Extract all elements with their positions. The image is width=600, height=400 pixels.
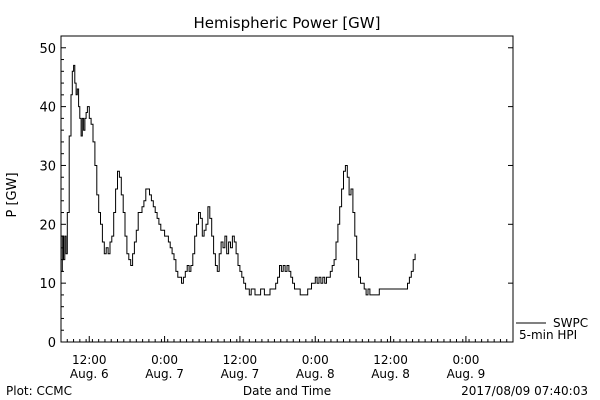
x-tick-date: Aug. 7 bbox=[221, 367, 260, 381]
plot-credit: Plot: CCMC bbox=[6, 384, 72, 398]
series-line-swpc-hpi bbox=[61, 64, 416, 296]
y-tick-label: 0 bbox=[48, 336, 56, 351]
x-tick-date: Aug. 8 bbox=[371, 367, 410, 381]
x-tick-date: Aug. 7 bbox=[145, 367, 184, 381]
plot-timestamp: 2017/08/09 07:40:03 bbox=[461, 384, 588, 398]
legend-label-2: 5-min HPI bbox=[519, 328, 577, 342]
y-tick-label: 20 bbox=[39, 218, 56, 233]
y-tick-label: 10 bbox=[39, 277, 56, 292]
y-axis-label: P [GW] bbox=[5, 172, 20, 217]
chart-title: Hemispheric Power [GW] bbox=[194, 14, 381, 32]
x-tick-date: Aug. 8 bbox=[296, 367, 335, 381]
y-tick-label: 50 bbox=[39, 42, 56, 57]
x-tick-time: 0:00 bbox=[151, 353, 178, 367]
x-tick-time: 0:00 bbox=[452, 353, 479, 367]
y-tick-label: 40 bbox=[39, 101, 56, 116]
y-axis: 0 10 20 30 40 50 bbox=[39, 42, 513, 351]
y-tick-label: 30 bbox=[39, 159, 56, 174]
x-tick-date: Aug. 9 bbox=[447, 367, 486, 381]
x-axis-label: Date and Time bbox=[243, 384, 331, 398]
plot-frame bbox=[60, 35, 514, 343]
x-tick-time: 12:00 bbox=[223, 353, 258, 367]
legend-label-1: SWPC bbox=[553, 316, 588, 330]
x-tick-time: 0:00 bbox=[302, 353, 329, 367]
x-tick-time: 12:00 bbox=[72, 353, 107, 367]
x-tick-time: 12:00 bbox=[373, 353, 408, 367]
x-tick-date: Aug. 6 bbox=[70, 367, 109, 381]
